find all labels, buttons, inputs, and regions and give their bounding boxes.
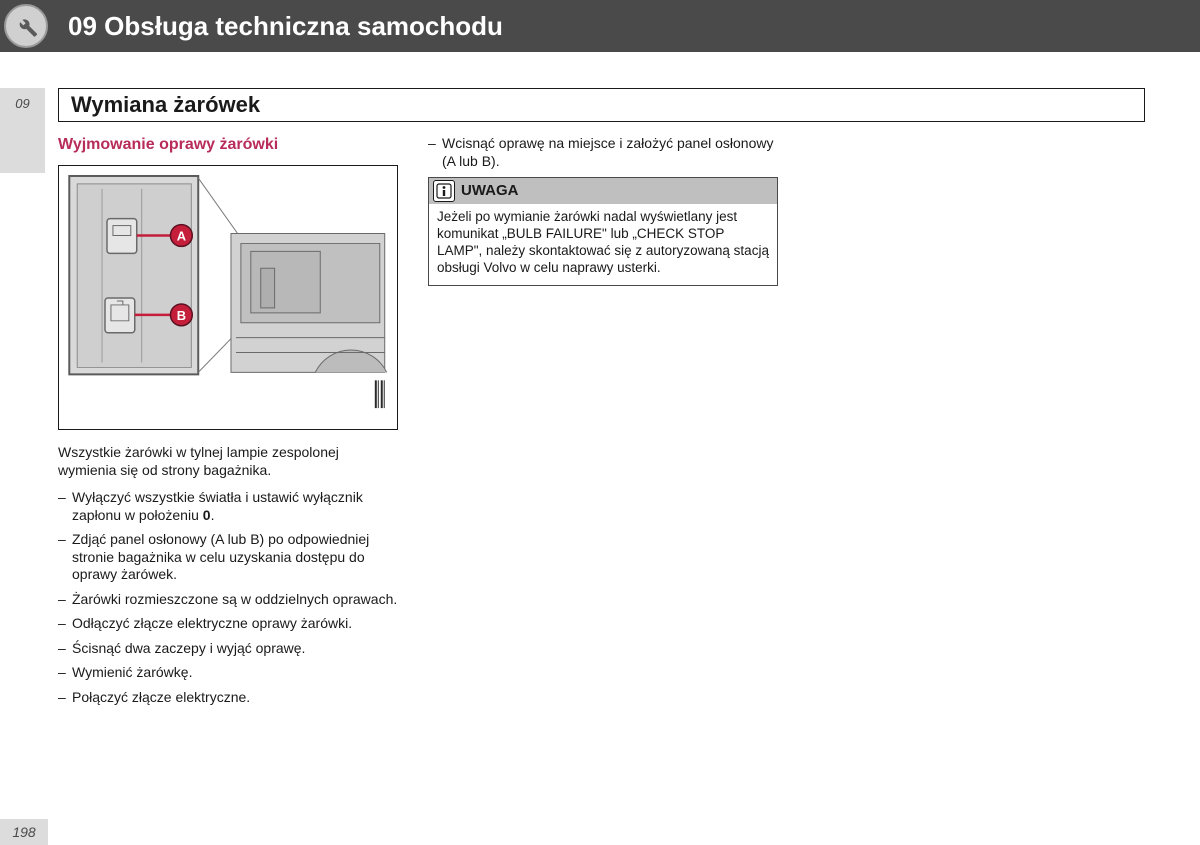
dash-icon: – — [58, 615, 72, 633]
chapter-number: 09 — [68, 11, 97, 41]
dash-icon: – — [58, 591, 72, 609]
dash-icon: – — [58, 531, 72, 584]
side-tab-label: 09 — [15, 96, 29, 111]
wrench-icon — [4, 4, 48, 48]
info-icon — [433, 180, 455, 202]
step-item: – Wyłączyć wszystkie światła i ustawić w… — [58, 489, 398, 524]
note-box: UWAGA Jeżeli po wymianie żarówki nadal w… — [428, 177, 778, 286]
note-title: UWAGA — [461, 182, 519, 201]
step-text: Połączyć złącze elektryczne. — [72, 689, 398, 707]
note-body: Jeżeli po wymianie żarówki nadal wyświet… — [429, 204, 777, 285]
bulb-diagram: A B — [58, 165, 398, 430]
section-title-box: Wymiana żarówek — [58, 88, 1145, 122]
content-columns: Wyjmowanie oprawy żarówki — [58, 135, 1145, 713]
dash-icon: – — [58, 489, 72, 524]
dash-icon: – — [58, 664, 72, 682]
step-item: – Połączyć złącze elektryczne. — [58, 689, 398, 707]
sub-heading: Wyjmowanie oprawy żarówki — [58, 135, 398, 155]
diagram-label-a: A — [177, 228, 186, 243]
note-header: UWAGA — [429, 178, 777, 204]
step-item: – Odłączyć złącze elektryczne oprawy żar… — [58, 615, 398, 633]
side-tab: 09 — [0, 88, 45, 173]
step-text: Wymienić żarówkę. — [72, 664, 398, 682]
chapter-title-text: Obsługa techniczna samochodu — [104, 11, 503, 41]
step-text: Ścisnąć dwa zaczepy i wyjąć oprawę. — [72, 640, 398, 658]
step-item: – Żarówki rozmieszczone są w oddzielnych… — [58, 591, 398, 609]
step-item: – Wymienić żarówkę. — [58, 664, 398, 682]
page-number-box: 198 — [0, 819, 48, 845]
chapter-header: 09 Obsługa techniczna samochodu — [0, 0, 1200, 52]
page-number: 198 — [12, 824, 35, 840]
dash-icon: – — [58, 640, 72, 658]
intro-text: Wszystkie żarówki w tylnej lampie zespol… — [58, 444, 398, 479]
chapter-title: 09 Obsługa techniczna samochodu — [68, 11, 503, 42]
column-2: – Wcisnąć oprawę na miejsce i założyć pa… — [428, 135, 778, 713]
dash-icon: – — [58, 689, 72, 707]
diagram-label-b: B — [177, 308, 186, 323]
step-item: – Wcisnąć oprawę na miejsce i założyć pa… — [428, 135, 778, 170]
section-title: Wymiana żarówek — [71, 92, 1132, 118]
step-text: Odłączyć złącze elektryczne oprawy żarów… — [72, 615, 398, 633]
step-text: Wyłączyć wszystkie światła i ustawić wył… — [72, 489, 398, 524]
step-item: – Ścisnąć dwa zaczepy i wyjąć oprawę. — [58, 640, 398, 658]
step-text: Żarówki rozmieszczone są w oddzielnych o… — [72, 591, 398, 609]
step-text: Wcisnąć oprawę na miejsce i założyć pane… — [442, 135, 778, 170]
step-item: – Zdjąć panel osłonowy (A lub B) po odpo… — [58, 531, 398, 584]
dash-icon: – — [428, 135, 442, 170]
column-3 — [808, 135, 1145, 713]
step-text: Zdjąć panel osłonowy (A lub B) po odpowi… — [72, 531, 398, 584]
column-1: Wyjmowanie oprawy żarówki — [58, 135, 398, 713]
